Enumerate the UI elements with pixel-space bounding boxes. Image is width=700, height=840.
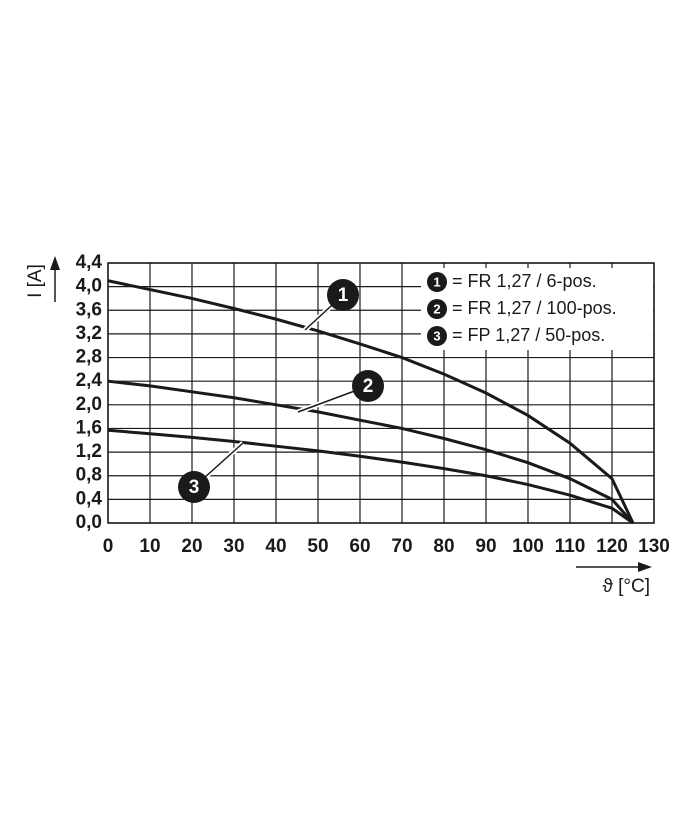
legend-label: = FR 1,27 / 100-pos. <box>452 298 617 318</box>
legend-badge <box>427 272 447 292</box>
x-tick-label: 10 <box>139 536 160 557</box>
legend-label: = FP 1,27 / 50-pos. <box>452 325 605 345</box>
y-tick-label: 0,4 <box>76 488 103 509</box>
y-tick-label: 2,8 <box>76 347 102 368</box>
y-tick-label: 4,0 <box>76 276 102 297</box>
y-tick-label: 1,2 <box>76 441 102 462</box>
x-tick-label: 90 <box>475 536 496 557</box>
y-tick-label: 2,4 <box>76 370 103 391</box>
y-tick-label: 0,0 <box>76 512 102 533</box>
line <box>107 428 634 525</box>
y-axis-label: I [A] <box>25 264 46 298</box>
x-arrow-head <box>638 562 652 572</box>
line <box>107 379 635 524</box>
callout-badge <box>352 370 384 402</box>
callout-badge <box>327 279 359 311</box>
callout-badge <box>178 471 210 503</box>
y-tick-label: 3,2 <box>76 323 102 344</box>
x-axis-label: ϑ [°C] <box>602 576 650 597</box>
x-tick-label: 120 <box>596 536 628 557</box>
y-tick-label: 3,6 <box>76 299 102 320</box>
legend-key: 3 <box>433 328 440 343</box>
legend-label: = FR 1,27 / 6-pos. <box>452 271 597 291</box>
legend-key: 1 <box>433 274 440 289</box>
x-tick-label: 80 <box>433 536 454 557</box>
x-tick-label: 60 <box>349 536 370 557</box>
x-tick-label: 100 <box>512 536 544 557</box>
y-arrow-head <box>50 256 60 270</box>
legend-key: 2 <box>433 301 440 316</box>
callout-label: 1 <box>338 285 349 306</box>
x-tick-label: 30 <box>223 536 244 557</box>
y-tick-label: 1,6 <box>76 417 102 438</box>
x-tick-label: 20 <box>181 536 202 557</box>
callout-label: 3 <box>189 477 200 498</box>
legend-badge <box>427 326 447 346</box>
y-tick-label: 0,8 <box>76 465 102 486</box>
y-tick-label: 4,4 <box>76 252 103 273</box>
x-tick-label: 70 <box>391 536 412 557</box>
legend-badge <box>427 299 447 319</box>
legend-box <box>421 268 653 350</box>
line <box>107 279 635 524</box>
x-tick-label: 130 <box>638 536 670 557</box>
x-tick-label: 110 <box>555 536 586 557</box>
x-tick-label: 40 <box>265 536 286 557</box>
y-tick-label: 2,0 <box>76 394 102 415</box>
x-tick-label: 50 <box>307 536 328 557</box>
callout-label: 2 <box>363 376 374 397</box>
x-tick-label: 0 <box>103 536 114 557</box>
